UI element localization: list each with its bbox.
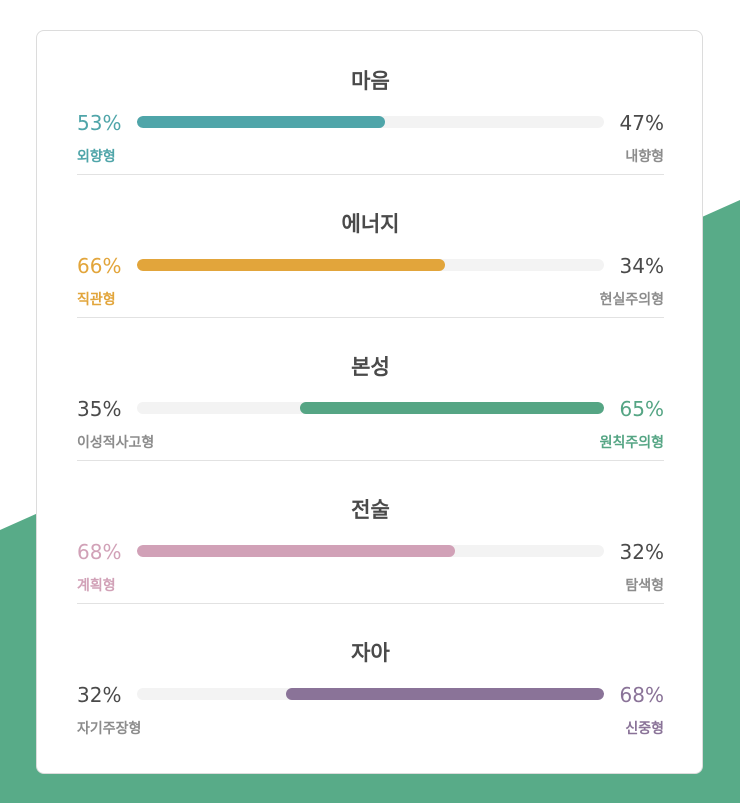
left-percent: 53% (77, 111, 122, 135)
trait-bar (137, 116, 604, 128)
right-type-label: 신중형 (625, 721, 664, 737)
right-type-label: 원칙주의형 (599, 435, 664, 451)
left-percent: 32% (77, 683, 122, 707)
right-type-label: 탐색형 (625, 578, 664, 594)
trait-bar-fill (137, 259, 446, 271)
trait-title: 자아 (351, 641, 390, 665)
trait-nature: 본성 35% 65% 이성적사고형 원칙주의형 (77, 317, 664, 461)
trait-bar-fill (300, 402, 604, 414)
trait-bar-fill (286, 688, 604, 700)
trait-energy: 에너지 66% 34% 직관형 현실주의형 (77, 174, 664, 318)
trait-identity: 자아 32% 68% 자기주장형 신중형 (77, 603, 664, 746)
left-percent: 66% (77, 254, 122, 278)
left-type-label: 직관형 (77, 292, 116, 308)
trait-bar-fill (137, 545, 455, 557)
trait-tactics: 전술 68% 32% 계획형 탐색형 (77, 460, 664, 604)
left-type-label: 이성적사고형 (77, 435, 155, 451)
left-type-label: 계획형 (77, 578, 116, 594)
right-percent: 32% (619, 540, 664, 564)
trait-title: 전술 (351, 498, 390, 522)
right-percent: 65% (619, 397, 664, 421)
trait-title: 본성 (351, 355, 390, 379)
trait-mind: 마음 53% 47% 외향형 내향형 (77, 31, 664, 175)
trait-bar (137, 402, 604, 414)
trait-title: 에너지 (341, 212, 400, 236)
right-percent: 34% (619, 254, 664, 278)
trait-bar (137, 688, 604, 700)
left-type-label: 외향형 (77, 149, 116, 165)
trait-bar (137, 259, 604, 271)
trait-bar-fill (137, 116, 385, 128)
left-percent: 68% (77, 540, 122, 564)
left-percent: 35% (77, 397, 122, 421)
right-percent: 47% (619, 111, 664, 135)
personality-result-card: 마음 53% 47% 외향형 내향형 에너지 66% 34% 직관형 현실주의형… (36, 30, 703, 774)
left-type-label: 자기주장형 (77, 721, 142, 737)
right-type-label: 현실주의형 (599, 292, 664, 308)
trait-bar (137, 545, 604, 557)
right-percent: 68% (619, 683, 664, 707)
trait-title: 마음 (351, 69, 390, 93)
right-type-label: 내향형 (625, 149, 664, 165)
